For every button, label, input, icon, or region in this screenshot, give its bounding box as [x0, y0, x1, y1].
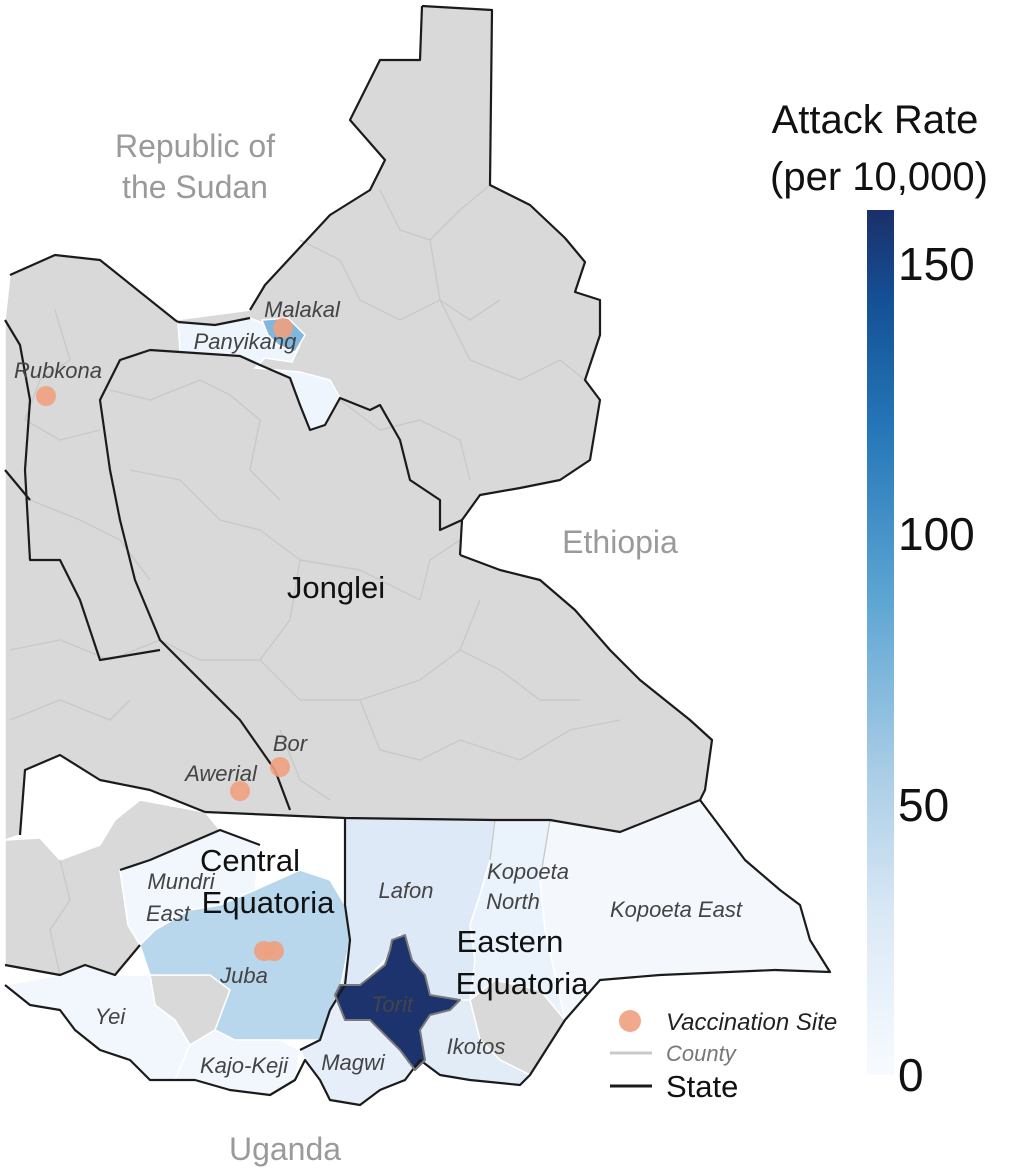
color-scale-legend: Attack Rate (per 10,000) 150 100 50 0	[770, 98, 988, 1101]
label-central-line2: Equatoria	[202, 885, 335, 920]
label-yei: Yei	[95, 1004, 127, 1029]
label-central-line1: Central	[200, 843, 300, 878]
vaccination-site-malakal	[273, 318, 293, 338]
label-kopoeta-east: Kopoeta East	[610, 897, 743, 922]
color-scale-tick-150: 150	[898, 238, 975, 290]
label-panyikang: Panyikang	[194, 329, 298, 354]
vaccination-sites	[36, 318, 293, 961]
vaccination-site-juba-2	[264, 941, 284, 961]
label-kajo-keji: Kajo-Keji	[200, 1053, 289, 1078]
color-scale-tick-0: 0	[898, 1049, 924, 1101]
map-key: Vaccination Site County State	[610, 1009, 837, 1104]
label-kopoeta-north-line1: Kopoeta	[487, 859, 569, 884]
label-magwi: Magwi	[321, 1050, 386, 1075]
label-mundri-line2: East	[146, 901, 191, 926]
label-eastern-line1: Eastern	[457, 924, 564, 959]
label-ikotos: Ikotos	[447, 1034, 506, 1059]
legend-title-line1: Attack Rate	[772, 98, 979, 142]
vaccination-site-rubkona	[36, 386, 56, 406]
label-rubkona: Rubkona	[14, 358, 102, 383]
label-torit: Torit	[371, 992, 414, 1017]
label-lafon: Lafon	[378, 878, 433, 903]
label-bor: Bor	[273, 731, 309, 756]
label-sudan-line2: the Sudan	[122, 169, 268, 205]
key-vaccination-site-marker	[619, 1010, 641, 1032]
county-lines	[9, 184, 621, 976]
label-juba: Juba	[219, 963, 268, 988]
label-awerial: Awerial	[183, 761, 258, 786]
county-labels: Malakal Panyikang Rubkona Bor Awerial Mu…	[14, 297, 743, 1078]
base-land	[4, 5, 713, 1076]
vaccination-site-awerial	[230, 781, 250, 801]
label-mundri-line1: Mundri	[147, 869, 215, 894]
key-state-label: State	[666, 1069, 738, 1104]
label-jonglei: Jonglei	[287, 570, 385, 605]
label-sudan-line1: Republic of	[115, 128, 275, 164]
label-kopoeta-north-line2: North	[486, 889, 540, 914]
state-labels: Jonglei Central Equatoria Eastern Equato…	[200, 570, 589, 1001]
label-uganda: Uganda	[229, 1131, 341, 1167]
state-lines	[4, 4, 832, 1107]
color-scale-bar	[867, 210, 894, 1075]
vaccination-site-bor	[270, 757, 290, 777]
key-vaccination-site-label: Vaccination Site	[666, 1009, 837, 1036]
label-eastern-line2: Equatoria	[456, 966, 589, 1001]
label-ethiopia: Ethiopia	[562, 524, 678, 560]
country-labels: Republic of the Sudan Ethiopia Uganda	[115, 128, 678, 1167]
color-scale-tick-100: 100	[898, 508, 975, 560]
color-scale-ticks: 150 100 50 0	[898, 238, 975, 1101]
label-malakal: Malakal	[264, 297, 341, 322]
color-scale-tick-50: 50	[898, 779, 949, 831]
legend-title-line2: (per 10,000)	[770, 155, 988, 199]
key-county-label: County	[666, 1041, 738, 1066]
